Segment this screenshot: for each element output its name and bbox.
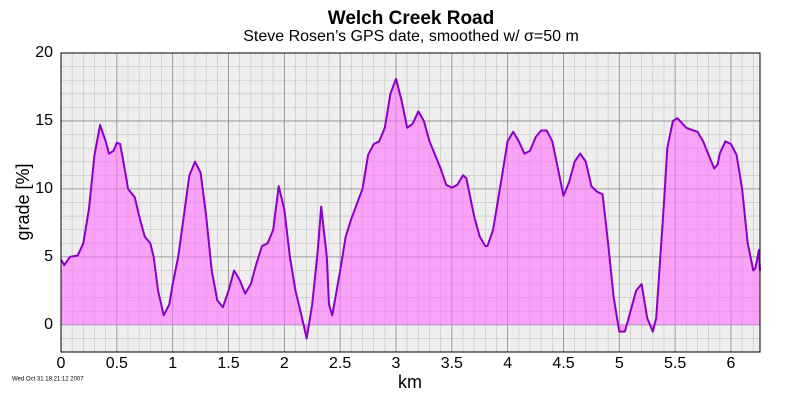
x-tick-label: 6 bbox=[727, 355, 736, 372]
x-tick-label: 0.5 bbox=[106, 355, 128, 372]
x-tick-label: 3.5 bbox=[441, 355, 463, 372]
x-axis-label: km bbox=[398, 372, 422, 392]
x-tick-label: 2 bbox=[280, 355, 289, 372]
y-tick-label: 0 bbox=[44, 316, 53, 333]
y-axis-label: grade [%] bbox=[13, 163, 33, 240]
plot-frame bbox=[60, 52, 761, 353]
y-tick-label: 5 bbox=[44, 248, 53, 265]
y-tick-label: 15 bbox=[35, 112, 53, 129]
chart-title: Welch Creek Road bbox=[328, 8, 494, 29]
x-tick-label: 0 bbox=[57, 355, 66, 372]
timestamp: Wed Oct 31 18:21:12 2007 bbox=[12, 377, 84, 383]
x-tick-label: 1.5 bbox=[217, 355, 239, 372]
chart-subtitle: Steve Rosen’s GPS date, smoothed w/ σ=50… bbox=[243, 28, 579, 45]
x-tick-label: 4.5 bbox=[552, 355, 574, 372]
x-tick-label: 4 bbox=[503, 355, 512, 372]
y-tick-label: 10 bbox=[35, 180, 53, 197]
line bbox=[60, 77, 761, 340]
x-tick-label: 5 bbox=[615, 355, 624, 372]
x-tick-label: 3 bbox=[392, 355, 401, 372]
x-tick-label: 2.5 bbox=[329, 355, 351, 372]
x-tick-label: 5.5 bbox=[664, 355, 686, 372]
x-tick-label: 1 bbox=[168, 355, 177, 372]
y-tick-label: 20 bbox=[35, 44, 53, 61]
